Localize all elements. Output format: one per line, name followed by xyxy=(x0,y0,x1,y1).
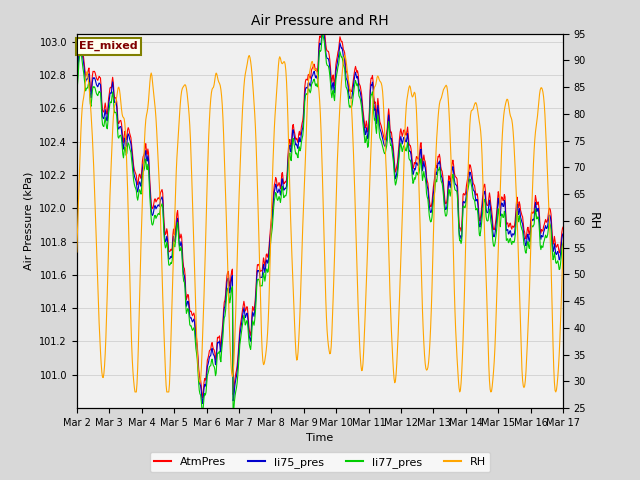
Text: EE_mixed: EE_mixed xyxy=(79,41,138,51)
Y-axis label: RH: RH xyxy=(587,212,600,230)
Legend: AtmPres, li75_pres, li77_pres, RH: AtmPres, li75_pres, li77_pres, RH xyxy=(150,452,490,472)
Title: Air Pressure and RH: Air Pressure and RH xyxy=(251,14,389,28)
Y-axis label: Air Pressure (kPa): Air Pressure (kPa) xyxy=(24,172,34,270)
X-axis label: Time: Time xyxy=(307,433,333,443)
